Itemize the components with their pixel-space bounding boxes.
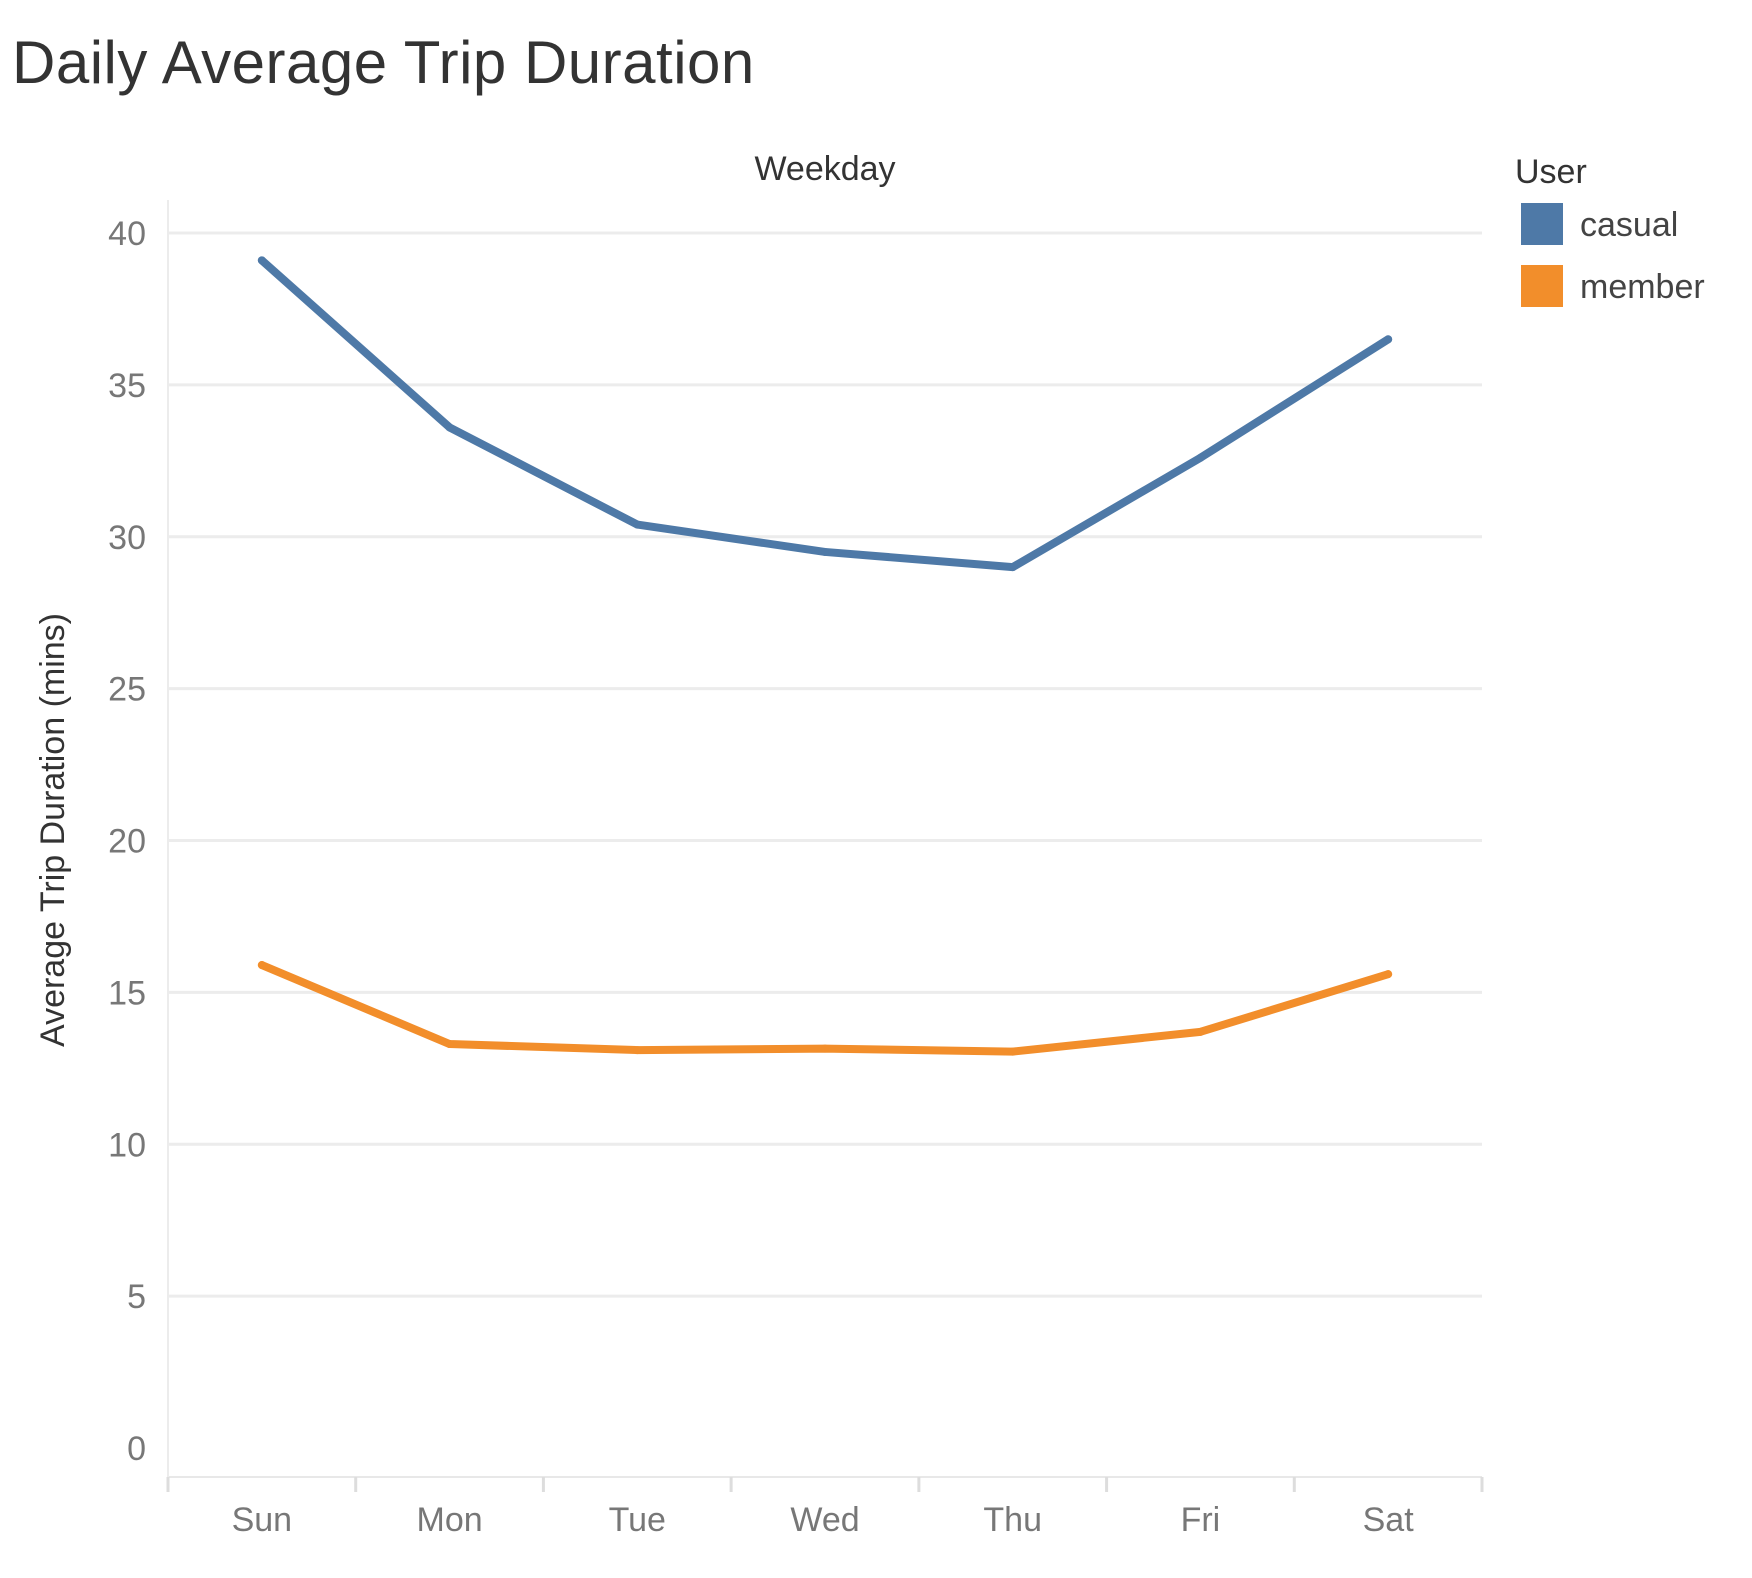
data-point-member <box>1384 970 1393 979</box>
chart-title: Daily Average Trip Duration <box>12 29 755 96</box>
legend: User casual member <box>1515 153 1705 307</box>
data-point-casual <box>1384 335 1393 344</box>
data-point-member <box>1008 1047 1017 1056</box>
legend-swatch-casual <box>1521 203 1563 245</box>
x-axis-title: Weekday <box>754 150 895 188</box>
gridlines <box>168 231 1482 1298</box>
data-point-casual <box>1196 453 1205 462</box>
legend-title: User <box>1515 153 1587 191</box>
x-tick-label: Sat <box>1363 1501 1415 1539</box>
y-tick-label: 35 <box>108 367 146 405</box>
data-point-casual <box>257 256 266 265</box>
x-tick-label: Sun <box>232 1501 293 1539</box>
data-point-member <box>445 1040 454 1049</box>
x-tick-label: Wed <box>790 1501 859 1539</box>
series-line-casual <box>257 256 1393 572</box>
data-point-member <box>821 1044 829 1053</box>
y-tick-label: 30 <box>108 519 146 557</box>
axes: 0 5 10 15 20 25 30 35 40 Sun Mon Tue Wed Thu Fri Sat Wee… <box>34 150 1484 1539</box>
legend-label-casual: casual <box>1580 206 1678 244</box>
data-point-casual <box>821 547 829 556</box>
data-point-member <box>633 1046 642 1055</box>
data-point-casual <box>445 423 454 432</box>
y-tick-label: 20 <box>108 823 146 861</box>
legend-label-member: member <box>1580 268 1705 306</box>
y-tick-label: 5 <box>127 1278 146 1316</box>
series-lines <box>257 256 1393 1056</box>
y-tick-label: 10 <box>108 1126 146 1164</box>
data-point-member <box>257 961 266 970</box>
x-tick-label: Thu <box>983 1501 1042 1539</box>
series-line-member <box>257 961 1393 1056</box>
data-point-member <box>1196 1027 1205 1036</box>
x-tick-label: Mon <box>417 1501 483 1539</box>
y-tick-label: 25 <box>108 671 146 709</box>
data-point-casual <box>1008 563 1017 572</box>
y-axis-title: Average Trip Duration (mins) <box>34 613 72 1047</box>
data-point-casual <box>633 520 642 529</box>
y-tick-label: 0 <box>127 1430 146 1468</box>
y-tick-label: 40 <box>108 215 146 253</box>
y-tick-label: 15 <box>108 974 146 1012</box>
x-tick-label: Fri <box>1181 1501 1221 1539</box>
x-tick-label: Tue <box>609 1501 666 1539</box>
legend-swatch-member <box>1521 265 1563 307</box>
